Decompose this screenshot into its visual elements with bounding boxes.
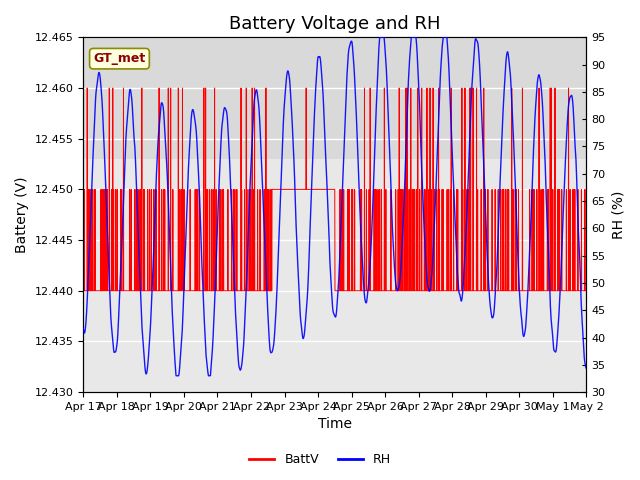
Text: GT_met: GT_met	[93, 52, 145, 65]
Bar	[83, 37, 586, 159]
Y-axis label: Battery (V): Battery (V)	[15, 177, 29, 253]
Legend: BattV, RH: BattV, RH	[244, 448, 396, 471]
Title: Battery Voltage and RH: Battery Voltage and RH	[229, 15, 440, 33]
X-axis label: Time: Time	[318, 418, 352, 432]
Y-axis label: RH (%): RH (%)	[611, 191, 625, 239]
